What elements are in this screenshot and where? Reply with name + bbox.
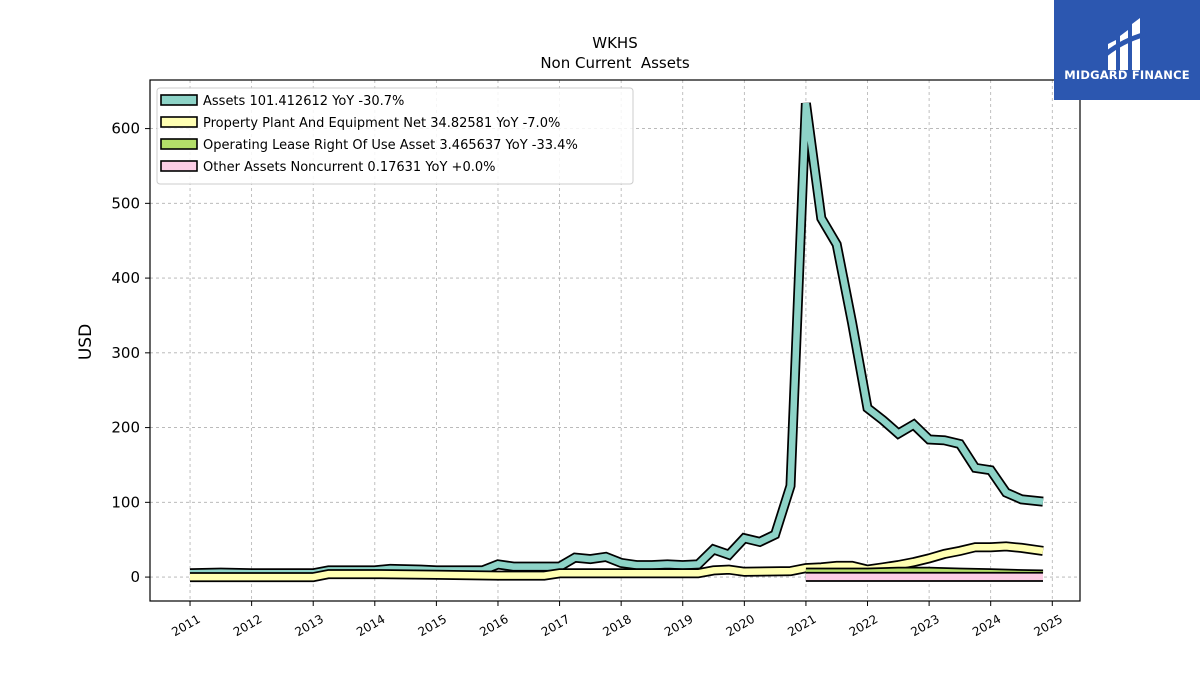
legend-label: Other Assets Noncurrent 0.17631 YoY +0.0…: [203, 160, 495, 175]
series-layer: [189, 102, 1044, 583]
plot-frame: [149, 79, 1081, 602]
x-tick-label: 2023: [908, 612, 941, 639]
x-tick-label: 2019: [662, 612, 695, 639]
midgard-logo-icon: [1104, 18, 1147, 70]
y-tick-label: 300: [111, 344, 140, 362]
x-tick-label: 2025: [1032, 612, 1065, 639]
y-tick-label: 600: [111, 120, 140, 138]
x-tick-label: 2024: [970, 612, 1003, 639]
legend-swatch: [160, 160, 198, 172]
series-line-0: [189, 102, 1044, 579]
y-tick-label: 400: [111, 269, 140, 287]
legend-label: Property Plant And Equipment Net 34.8258…: [203, 116, 560, 131]
legend-swatch: [160, 94, 198, 106]
x-tick-label: 2017: [539, 612, 572, 639]
x-tick-label: 2016: [477, 612, 510, 639]
legend-label: Assets 101.412612 YoY -30.7%: [203, 94, 404, 109]
y-tick-label: 0: [130, 568, 140, 586]
legend: Assets 101.412612 YoY -30.7% Property Pla…: [156, 87, 634, 185]
logo-text: MIDGARD FINANCE: [1064, 68, 1190, 82]
x-tick-label: 2021: [785, 612, 818, 639]
legend-box: [156, 87, 634, 185]
y-tick-label: 100: [111, 493, 140, 511]
midgard-finance-logo: MIDGARD FINANCE: [1054, 0, 1200, 100]
x-tick-label: 2014: [354, 612, 387, 639]
y-tick-label: 200: [111, 419, 140, 437]
chart-title: WKHS: [592, 34, 637, 52]
x-tick-label: 2018: [600, 612, 633, 639]
y-axis-label: USD: [76, 324, 96, 360]
legend-label: Operating Lease Right Of Use Asset 3.465…: [203, 138, 578, 153]
x-tick-label: 2012: [231, 612, 264, 639]
y-tick-label: 500: [111, 194, 140, 212]
x-tick-label: 2011: [169, 612, 202, 639]
x-tick-label: 2022: [847, 612, 880, 639]
legend-swatch: [160, 138, 198, 150]
x-tick-label: 2013: [292, 612, 325, 639]
x-tick-label: 2015: [416, 612, 449, 639]
x-tick-label: 2020: [724, 612, 757, 639]
legend-swatch: [160, 116, 198, 128]
chart-subtitle: Non Current Assets: [540, 54, 690, 72]
